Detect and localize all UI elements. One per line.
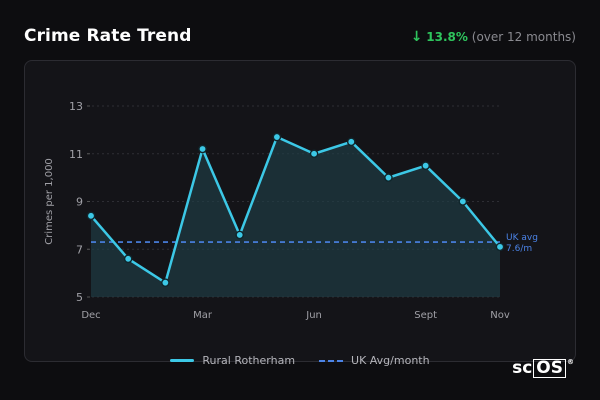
chart-legend: Rural Rotherham UK Avg/month [0, 354, 600, 367]
legend-dashed-line-swatch [319, 359, 344, 362]
x-tick-label-sept: Sept [414, 310, 437, 321]
data-point-7 [346, 137, 356, 147]
x-tick-label-jun: Jun [305, 310, 322, 321]
uk-average-annotation-line1: UK avg [506, 233, 538, 243]
data-point-6 [309, 149, 319, 159]
legend-solid-line-swatch [170, 359, 195, 362]
data-point-4 [235, 230, 245, 240]
x-tick-label-dec: Dec [81, 310, 100, 321]
chart-title: Crime Rate Trend [24, 26, 192, 46]
uk-average-annotation-line2: 7.6/m [506, 244, 532, 254]
brand-logo: sc OS ® [512, 358, 574, 378]
y-tick-label-11: 11 [69, 148, 83, 161]
legend-item-reference[interactable]: UK Avg/month [319, 354, 430, 367]
legend-series-label: Rural Rotherham [202, 354, 296, 367]
y-tick-label-13: 13 [69, 100, 83, 113]
change-period: (over 12 months) [471, 30, 576, 44]
logo-prefix: sc [512, 358, 533, 378]
registered-mark: ® [567, 358, 574, 366]
legend-item-series[interactable]: Rural Rotherham [170, 354, 295, 367]
data-point-0 [86, 211, 96, 221]
y-tick-label-9: 9 [76, 196, 83, 209]
data-point-11 [495, 242, 505, 252]
x-tick-label-mar: Mar [193, 310, 213, 321]
y-tick-label-7: 7 [76, 243, 83, 256]
trend-change: ↓ 13.8% (over 12 months) [411, 29, 576, 45]
series-line-rural-rotherham [90, 135, 501, 284]
line-chart: 5 7 9 11 13 Crimes per 1,000 Dec Mar Jun Sept Nov U… [44, 100, 538, 321]
y-tick-label-5: 5 [76, 291, 83, 304]
data-point-5 [272, 132, 282, 142]
data-point-8 [384, 173, 393, 182]
change-percentage: 13.8% [426, 30, 468, 44]
y-axis-label: Crimes per 1,000 [44, 158, 55, 245]
logo-boxed-text: OS [533, 359, 566, 378]
data-point-9 [421, 161, 430, 170]
down-arrow-icon: ↓ [410, 29, 423, 45]
data-point-10 [458, 197, 468, 206]
x-tick-label-nov: Nov [490, 310, 510, 321]
data-point-1 [123, 254, 133, 264]
data-point-2 [161, 278, 170, 287]
series-area-fill [91, 137, 500, 297]
data-point-3 [198, 144, 207, 154]
legend-reference-label: UK Avg/month [351, 354, 430, 367]
